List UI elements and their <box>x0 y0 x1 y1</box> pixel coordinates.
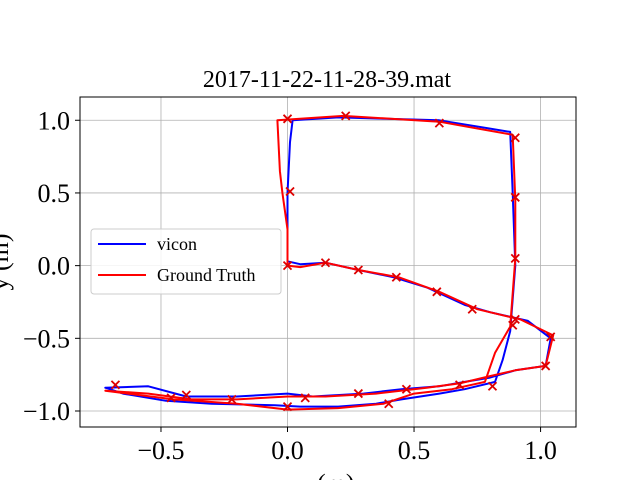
legend: vicon Ground Truth <box>90 228 282 295</box>
legend-label-ground-truth: Ground Truth <box>157 265 256 285</box>
y-tick-label: 0.5 <box>38 179 71 208</box>
chart-title: 2017-11-22-11-28-39.mat <box>203 67 452 93</box>
y-axis-ticks: −1.0 −0.5 0.0 0.5 1.0 <box>23 106 80 426</box>
x-marker <box>508 320 518 330</box>
x-marker <box>285 186 295 197</box>
plot-frame <box>79 96 577 428</box>
x-marker <box>320 258 331 268</box>
x-tick-label: 0.0 <box>271 436 304 465</box>
x-marker <box>546 332 556 342</box>
x-axis-ticks: −0.5 0.0 0.5 1.0 <box>137 427 557 465</box>
x-tick-label: −0.5 <box>137 436 184 465</box>
x-marker <box>432 287 442 297</box>
x-marker <box>401 384 412 394</box>
x-marker <box>467 304 477 314</box>
x-marker <box>181 390 191 400</box>
x-marker <box>300 393 310 403</box>
x-marker <box>510 253 520 264</box>
x-marker <box>487 381 498 391</box>
x-marker <box>454 380 465 390</box>
y-tick-label: 1.0 <box>38 106 71 135</box>
y-axis-label: y (m) <box>0 233 14 290</box>
series-line-ground-truth <box>104 114 555 411</box>
x-marker <box>510 192 520 202</box>
markers-layer <box>110 111 556 412</box>
x-marker <box>540 361 551 371</box>
x-marker <box>510 133 520 143</box>
x-marker <box>282 260 293 271</box>
y-tick-label: −0.5 <box>23 324 70 353</box>
x-marker <box>384 399 394 409</box>
x-marker <box>434 118 444 128</box>
legend-label-vicon: vicon <box>157 234 197 254</box>
x-marker <box>510 314 520 325</box>
series-layer <box>104 114 555 411</box>
x-marker <box>341 111 351 121</box>
x-tick-label: 1.0 <box>524 436 557 465</box>
x-marker <box>391 272 401 282</box>
y-tick-label: 0.0 <box>38 252 71 281</box>
x-marker <box>282 402 293 412</box>
x-marker <box>353 265 364 275</box>
x-marker <box>166 393 176 403</box>
x-marker <box>282 114 293 124</box>
y-tick-label: −1.0 <box>23 397 70 426</box>
x-marker <box>110 380 121 390</box>
x-marker <box>227 394 237 405</box>
legend-box <box>90 228 282 295</box>
x-marker <box>353 388 364 399</box>
x-tick-label: 0.5 <box>398 436 431 465</box>
x-axis-label: x (m) <box>297 469 354 480</box>
